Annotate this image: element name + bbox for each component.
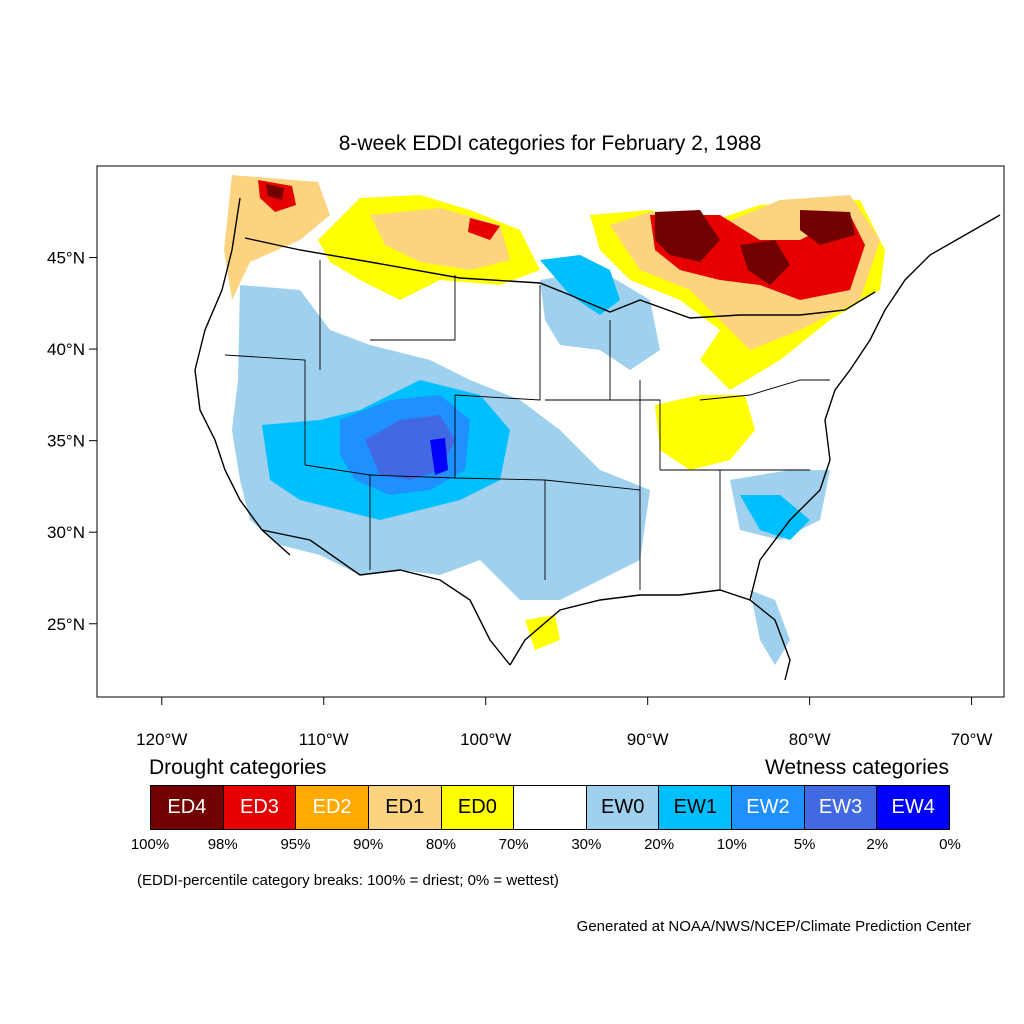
legend-box-ew2: EW2 — [732, 786, 805, 829]
percentile-label: 80% — [425, 836, 456, 853]
west-coast — [194, 197, 291, 556]
category-note: (EDDI-percentile category breaks: 100% =… — [137, 872, 559, 889]
percentile-label: 10% — [716, 836, 747, 853]
percentile-label: 90% — [353, 836, 384, 853]
region-ew1-carolinas — [740, 495, 810, 540]
region-ed0-texas-coast — [525, 615, 560, 650]
region-ed4-pacific-nw — [266, 184, 284, 200]
percentile-label: 30% — [571, 836, 602, 853]
percentile-label: 100% — [130, 836, 170, 853]
legend-box-ed2: ED2 — [296, 786, 369, 829]
lon-tick-label: 100°W — [460, 730, 511, 749]
region-ew4-colorado — [430, 438, 448, 475]
region-ew3-colorado — [365, 415, 455, 480]
percentile-label: 70% — [498, 836, 529, 853]
lat-tick-label: 30°N — [47, 523, 85, 542]
percentile-label: 0% — [939, 836, 961, 853]
state-lines — [224, 260, 830, 590]
legend-box-ew3: EW3 — [804, 786, 878, 829]
category-legend-bar: ED4 ED3 ED2 ED1 ED0 EW0 EW1 EW2 EW3 EW4 — [150, 785, 950, 830]
legend-box-ew0: EW0 — [586, 786, 660, 829]
percentile-label: 98% — [207, 836, 238, 853]
region-ed0-ohio-valley — [655, 395, 755, 470]
drought-categories-title: Drought categories — [149, 756, 327, 779]
legend-box-ew1: EW1 — [659, 786, 733, 829]
map-frame — [96, 165, 1005, 698]
credit-text: Generated at NOAA/NWS/NCEP/Climate Predi… — [576, 918, 971, 935]
legend-box-none — [514, 786, 587, 829]
legend-box-ew4: EW4 — [877, 786, 950, 829]
map-outlines — [194, 197, 1001, 681]
axis-tick-labels: 120°W 110°W 100°W 90°W 80°W 70°W 45°N 40°N 35°N 3… — [47, 249, 992, 749]
wetness-categories-title: Wetness categories — [764, 756, 949, 779]
east-coast — [749, 214, 1001, 601]
legend-box-ed4: ED4 — [151, 786, 224, 829]
lat-tick-label: 40°N — [47, 340, 85, 359]
legend-box-ed1: ED1 — [368, 786, 442, 829]
lon-tick-label: 80°W — [789, 730, 831, 749]
us-canada-border — [244, 237, 876, 319]
eddi-map: 120°W 110°W 100°W 90°W 80°W 70°W 45°N 40°N 35°N 3… — [47, 165, 1005, 749]
percentile-breaks: 100% 98% 95% 90% 80% 70% 30% 20% 10% 5% 2% 0% — [131, 836, 961, 856]
percentile-label: 20% — [644, 836, 675, 853]
region-ed1-pacific-nw — [224, 175, 330, 300]
region-ed3-north-dakota — [468, 218, 500, 240]
region-ew0-florida — [750, 590, 790, 665]
region-ew1-lake-superior — [540, 255, 620, 315]
axis-ticks — [89, 257, 973, 705]
percentile-label: 95% — [280, 836, 311, 853]
lon-tick-label: 110°W — [299, 730, 349, 749]
lat-tick-label: 35°N — [47, 432, 85, 451]
lon-tick-label: 120°W — [136, 730, 187, 749]
lon-tick-label: 70°W — [951, 730, 993, 749]
legend-box-ed0: ED0 — [441, 786, 515, 829]
percentile-label: 5% — [793, 836, 816, 853]
lon-tick-label: 90°W — [627, 730, 669, 749]
legend-box-ed3: ED3 — [223, 786, 297, 829]
percentile-label: 2% — [866, 836, 889, 853]
region-ed4-ontario — [655, 210, 855, 285]
us-mexico-border — [261, 529, 511, 666]
map-canvas — [224, 175, 885, 665]
lat-tick-label: 25°N — [47, 615, 85, 634]
gulf-coast — [509, 589, 791, 681]
lat-tick-label: 45°N — [47, 249, 85, 268]
map-title: 8-week EDDI categories for February 2, 1… — [338, 132, 762, 155]
